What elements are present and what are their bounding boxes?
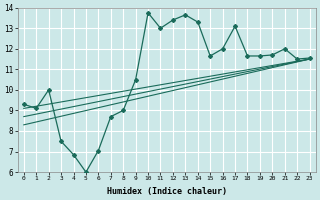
X-axis label: Humidex (Indice chaleur): Humidex (Indice chaleur) bbox=[107, 187, 227, 196]
